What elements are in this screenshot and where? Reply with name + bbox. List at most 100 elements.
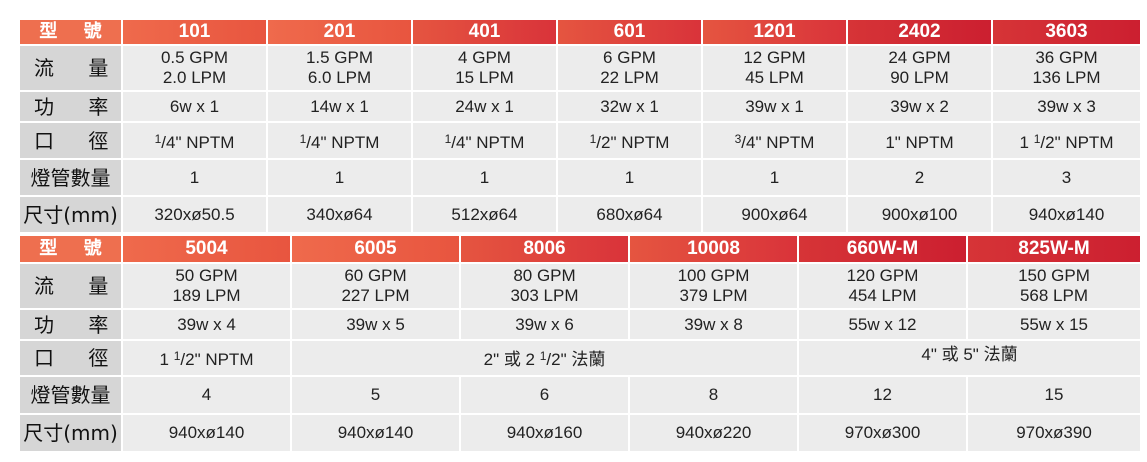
model-cell: 6005 <box>290 234 461 264</box>
flow-lpm: 303 LPM <box>510 286 579 305</box>
size-cell: 340xø64 <box>266 195 413 234</box>
flow-cell: 4 GPM 15 LPM <box>411 44 558 92</box>
port-den: /2 <box>180 350 195 369</box>
model-cell: 2402 <box>846 18 993 46</box>
flow-gpm: 36 GPM <box>1035 48 1098 67</box>
lamps-label: 燈管數量 <box>18 375 123 415</box>
port-whole: 2" 或 2 <box>483 350 540 369</box>
flow-gpm: 0.5 GPM <box>160 48 229 67</box>
lamps-cell: 6 <box>459 375 630 415</box>
power-cell: 24w x 1 <box>411 90 558 123</box>
model-cell: 201 <box>266 18 413 46</box>
port-den: /4 <box>306 132 321 152</box>
model-cell: 5004 <box>121 234 292 264</box>
flow-gpm: 4 GPM <box>458 48 511 67</box>
port-rest: " NPTM <box>610 132 670 152</box>
lamps-cell: 15 <box>966 375 1142 415</box>
model-cell: 3603 <box>991 18 1142 46</box>
flow-gpm: 60 GPM <box>344 266 407 285</box>
flow-cell: 80 GPM 303 LPM <box>459 262 630 310</box>
port-den: /2 <box>546 350 561 369</box>
size-cell: 900xø100 <box>846 195 993 234</box>
model-label: 型 號 <box>18 18 123 46</box>
flow-lpm: 454 LPM <box>848 286 917 305</box>
port-cell-merged: 2" 或 2 1/2" 法蘭 <box>290 339 799 377</box>
power-cell: 55w x 15 <box>966 308 1142 341</box>
flow-label: 流 量 <box>18 262 123 310</box>
model-cell: 601 <box>556 18 703 46</box>
lamps-label: 燈管數量 <box>18 158 123 197</box>
flow-lpm: 90 LPM <box>890 68 949 87</box>
lamps-cell: 2 <box>846 158 993 197</box>
power-cell: 14w x 1 <box>266 90 413 123</box>
flow-cell: 24 GPM 90 LPM <box>846 44 993 92</box>
flow-gpm: 120 GPM <box>846 266 919 285</box>
flow-cell: 6 GPM 22 LPM <box>556 44 703 92</box>
power-row: 功 率 6w x 1 14w x 1 24w x 1 32w x 1 39w x… <box>18 90 1142 123</box>
port-rest: " NPTM <box>465 132 525 152</box>
port-rest: " NPTM <box>755 132 815 152</box>
lamps-cell: 1 <box>701 158 848 197</box>
model-cell: 8006 <box>459 234 630 264</box>
port-cell: 1 1/2" NPTM <box>121 339 292 377</box>
port-rest: " NPTM <box>194 350 254 369</box>
port-cell: 1/4" NPTM <box>121 121 268 160</box>
port-cell: 3/4" NPTM <box>701 121 848 160</box>
port-cell: 1/4" NPTM <box>266 121 413 160</box>
port-num: 3 <box>734 131 742 146</box>
flow-gpm: 6 GPM <box>603 48 656 67</box>
port-num: 1 <box>154 131 162 146</box>
power-label: 功 率 <box>18 90 123 123</box>
size-row: 尺寸(mm) 320xø50.5 340xø64 512xø64 680xø64… <box>18 195 1142 234</box>
lamps-row: 燈管數量 4 5 6 8 12 15 <box>18 375 1142 415</box>
flow-gpm: 80 GPM <box>513 266 576 285</box>
size-cell: 320xø50.5 <box>121 195 268 234</box>
size-cell: 900xø64 <box>701 195 848 234</box>
port-den: /4 <box>161 132 176 152</box>
lamps-cell: 4 <box>121 375 292 415</box>
lamps-cell: 5 <box>290 375 461 415</box>
port-row: 口 徑 1/4" NPTM 1/4" NPTM 1/4" NPTM 1/2" N… <box>18 121 1142 160</box>
port-whole: 1" NPTM <box>885 132 954 152</box>
port-num: 1 <box>539 349 547 363</box>
flow-lpm: 2.0 LPM <box>162 68 227 87</box>
port-cell: 1/4" NPTM <box>411 121 558 160</box>
port-cell: 1/2" NPTM <box>556 121 703 160</box>
flow-gpm: 24 GPM <box>888 48 951 67</box>
size-cell: 970xø300 <box>797 413 968 453</box>
power-cell: 39w x 4 <box>121 308 292 341</box>
port-den: /4 <box>741 132 756 152</box>
power-cell: 39w x 6 <box>459 308 630 341</box>
size-cell: 940xø140 <box>290 413 461 453</box>
port-cell: 1 1/2" NPTM <box>991 121 1142 160</box>
model-cell: 10008 <box>628 234 799 264</box>
flow-gpm: 1.5 GPM <box>305 48 374 67</box>
spec-table-1: 型 號 101 201 401 601 1201 2402 3603 流 量 0… <box>18 18 1142 234</box>
size-cell: 512xø64 <box>411 195 558 234</box>
port-num: 1 <box>299 131 307 146</box>
size-cell: 940xø220 <box>628 413 799 453</box>
port-whole: 1 <box>159 350 174 369</box>
model-cell: 101 <box>121 18 268 46</box>
flow-lpm: 15 LPM <box>455 68 514 87</box>
flow-gpm: 150 GPM <box>1018 266 1090 285</box>
port-den: /2 <box>1040 132 1055 152</box>
power-cell: 32w x 1 <box>556 90 703 123</box>
flow-cell: 36 GPM 136 LPM <box>991 44 1142 92</box>
lamps-cell: 3 <box>991 158 1142 197</box>
power-cell: 39w x 5 <box>290 308 461 341</box>
flow-cell: 50 GPM 189 LPM <box>121 262 292 310</box>
spec-table-2: 型 號 5004 6005 8006 10008 660W-M 825W-M 流… <box>18 234 1142 453</box>
power-row: 功 率 39w x 4 39w x 5 39w x 6 39w x 8 55w … <box>18 308 1142 341</box>
size-cell: 940xø140 <box>991 195 1142 234</box>
model-row: 型 號 5004 6005 8006 10008 660W-M 825W-M <box>18 234 1142 264</box>
flow-row: 流 量 0.5 GPM 2.0 LPM 1.5 GPM 6.0 LPM 4 GPM 1… <box>18 44 1142 92</box>
lamps-cell: 1 <box>121 158 268 197</box>
port-num: 1 <box>589 131 597 146</box>
size-cell: 940xø160 <box>459 413 630 453</box>
port-num: 1 <box>173 349 181 363</box>
flow-cell: 100 GPM 379 LPM <box>628 262 799 310</box>
lamps-row: 燈管數量 1 1 1 1 1 2 3 <box>18 158 1142 197</box>
power-cell: 55w x 12 <box>797 308 968 341</box>
flow-gpm: 12 GPM <box>743 48 806 67</box>
